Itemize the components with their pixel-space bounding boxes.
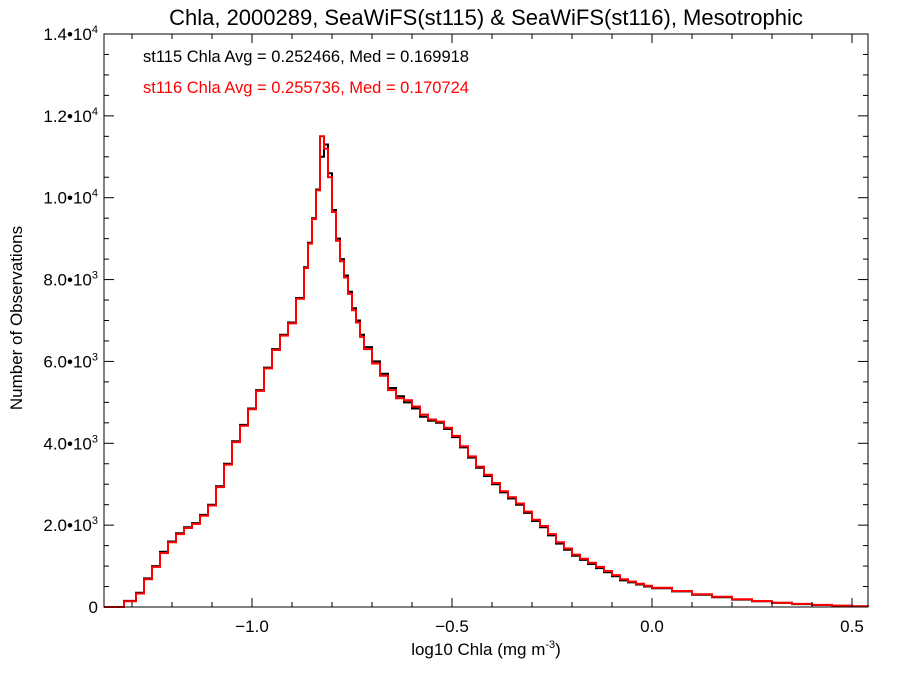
- plot-frame: [103, 33, 869, 608]
- y-tick-label: 8.0•103: [43, 270, 98, 290]
- x-axis-label-close: ): [555, 640, 561, 659]
- y-axis-label: Number of Observations: [7, 226, 26, 410]
- x-axis-label-sup: -3: [545, 639, 555, 651]
- stats-annotation-2: st116 Chla Avg = 0.255736, Med = 0.17072…: [143, 79, 469, 97]
- y-tick-label: 4.0•103: [43, 433, 98, 453]
- data-layer: [104, 135, 869, 608]
- histogram-series-2: [104, 135, 869, 608]
- axes-layer: −1.0 −0.5 0.0 0.5 0 2.0•103 4.0•103 6.0•103 8.0•…: [43, 24, 869, 636]
- y-tick-label: 2.0•103: [43, 515, 98, 535]
- chart-title: Chla, 2000289, SeaWiFS(st115) & SeaWiFS(…: [169, 5, 803, 30]
- y-tick-label: 1.2•104: [43, 106, 98, 126]
- x-tick-label: 0.0: [640, 617, 664, 636]
- histogram-series-1: [104, 143, 869, 608]
- x-tick-label: 0.5: [840, 617, 864, 636]
- y-tick-label: 6.0•103: [43, 351, 98, 371]
- x-axis-label-base: log10 Chla (mg m: [411, 640, 545, 659]
- annotation-layer: st115 Chla Avg = 0.252466, Med = 0.16991…: [143, 48, 469, 97]
- y-tick-label: 1.0•104: [43, 188, 98, 208]
- y-tick-label: 1.4•104: [43, 24, 98, 44]
- x-tick-label: −0.5: [435, 617, 469, 636]
- stats-annotation-1: st115 Chla Avg = 0.252466, Med = 0.16991…: [143, 48, 469, 66]
- x-axis-label: log10 Chla (mg m-3): [411, 639, 561, 659]
- x-tick-label: −1.0: [235, 617, 269, 636]
- y-tick-label: 0: [89, 598, 98, 617]
